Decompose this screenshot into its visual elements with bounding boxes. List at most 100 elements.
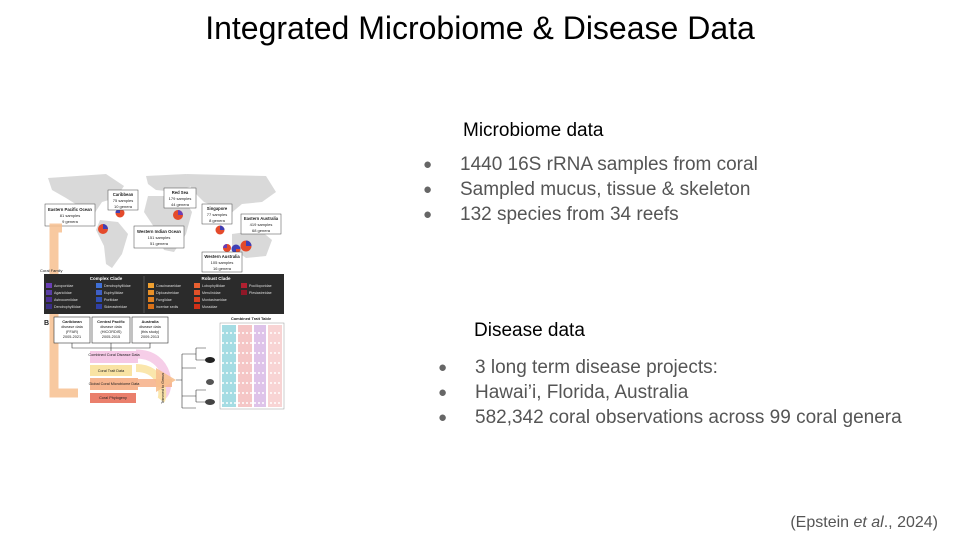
svg-text:Astrocoeniidae: Astrocoeniidae: [54, 298, 78, 302]
svg-text:(this study): (this study): [141, 330, 160, 334]
bullet-dot-icon: ●: [438, 384, 448, 401]
svg-text:44 genera: 44 genera: [171, 202, 190, 207]
svg-text:disease data: disease data: [61, 325, 83, 329]
citation-etal: et al: [853, 514, 884, 531]
svg-text:Plesiastreidae: Plesiastreidae: [249, 291, 272, 295]
bullet-dot-icon: ●: [438, 359, 448, 376]
svg-text:(HICORDIS): (HICORDIS): [100, 330, 122, 334]
microbiome-study-figure: A: [36, 168, 286, 432]
svg-text:419 samples: 419 samples: [250, 222, 273, 227]
svg-text:Agariciidae: Agariciidae: [54, 291, 72, 295]
world-map: Eastern Pacific Ocean 81 samples 9 gener…: [44, 170, 284, 273]
svg-text:Dendrophylliidae: Dendrophylliidae: [54, 305, 81, 309]
svg-text:Global Coral Microbiome Data: Global Coral Microbiome Data: [89, 382, 141, 386]
trait-table-label: Combined Trait Table: [231, 316, 272, 321]
svg-text:Dendrophylliidae: Dendrophylliidae: [104, 284, 131, 288]
label-western-indian: Western Indian Ocean 151 samples 51 gene…: [133, 225, 185, 249]
svg-text:Western Australia: Western Australia: [204, 254, 240, 259]
bullet-dot-icon: ●: [423, 181, 433, 198]
svg-text:9 genera: 9 genera: [62, 219, 79, 224]
disease-bullet-list: ● 3 long term disease projects: ● Hawai’i,…: [438, 355, 908, 430]
svg-text:2005-2015: 2005-2015: [102, 335, 120, 339]
combined-trait-table: [219, 322, 285, 410]
label-eastern-pacific: Eastern Pacific Ocean 81 samples 9 gener…: [44, 203, 96, 227]
svg-text:Coscinaraeidae: Coscinaraeidae: [156, 284, 181, 288]
svg-text:Australia: Australia: [141, 319, 159, 324]
continent-north-america: [48, 174, 124, 214]
citation: (Epstein et al., 2024): [790, 514, 938, 531]
svg-text:Lobophylliidae: Lobophylliidae: [202, 284, 225, 288]
svg-text:Eastern Australia: Eastern Australia: [244, 216, 279, 221]
continent-asia: [186, 174, 276, 214]
panel-b-label: B: [44, 320, 49, 327]
label-eastern-australia: Eastern Australia 419 samples 68 genera: [240, 213, 282, 235]
svg-text:77 samples: 77 samples: [207, 212, 227, 217]
svg-text:Central Pacific: Central Pacific: [97, 319, 126, 324]
svg-text:Acroporidae: Acroporidae: [54, 284, 73, 288]
label-western-australia: Western Australia 105 samples 16 genera: [201, 251, 243, 273]
coral-family-label: Coral Family: [40, 268, 62, 273]
list-item: ● 1440 16S rRNA samples from coral: [423, 154, 758, 175]
svg-text:Fungiidae: Fungiidae: [156, 298, 172, 302]
microbiome-heading: Microbiome data: [463, 120, 604, 141]
bullet-dot-icon: ●: [423, 156, 433, 173]
svg-text:2005-2021: 2005-2021: [63, 335, 81, 339]
svg-text:10 genera: 10 genera: [114, 204, 133, 209]
svg-text:(FFAR): (FFAR): [66, 330, 79, 334]
coral-silhouettes: [205, 357, 215, 405]
pie-singapore: [215, 225, 225, 235]
list-item: ● Sampled mucus, tissue & skeleton: [423, 179, 751, 200]
list-item: ● 3 long term disease projects:: [438, 357, 718, 378]
svg-text:Montastraeidae: Montastraeidae: [202, 298, 227, 302]
svg-text:2009-2013: 2009-2013: [141, 335, 159, 339]
svg-text:Singapore: Singapore: [207, 206, 228, 211]
svg-text:179 samples: 179 samples: [169, 196, 192, 201]
label-singapore: Singapore 77 samples 8 genera: [201, 203, 233, 225]
svg-text:Caribbean: Caribbean: [113, 192, 134, 197]
svg-text:Euphylliidae: Euphylliidae: [104, 291, 123, 295]
svg-text:Pocilloporidae: Pocilloporidae: [249, 284, 272, 288]
svg-text:Poritidae: Poritidae: [104, 298, 118, 302]
disease-heading: Disease data: [474, 320, 585, 341]
bullet-dot-icon: ●: [438, 409, 448, 426]
svg-text:75 samples: 75 samples: [113, 198, 133, 203]
list-item: ● 132 species from 34 reefs: [423, 204, 679, 225]
complex-clade-label: Complex Clade: [90, 276, 123, 281]
svg-text:105 samples: 105 samples: [211, 260, 234, 265]
svg-text:51 genera: 51 genera: [150, 241, 169, 246]
svg-text:Eastern Pacific Ocean: Eastern Pacific Ocean: [48, 207, 92, 212]
svg-text:Coral Phylogeny: Coral Phylogeny: [99, 396, 127, 400]
slide-title: Integrated Microbiome & Disease Data: [205, 10, 755, 46]
svg-text:Caribbean: Caribbean: [62, 319, 82, 324]
microbiome-bullet-list: ● 1440 16S rRNA samples from coral ● Sampl…: [423, 152, 903, 227]
list-item: ● 582,342 coral observations across 99 co…: [438, 407, 902, 428]
svg-text:incertae sedis: incertae sedis: [156, 305, 178, 309]
label-red-sea: Red Sea 179 samples 44 genera: [163, 187, 197, 209]
svg-text:Merulinidae: Merulinidae: [202, 291, 221, 295]
svg-text:Combined Coral Disease Data: Combined Coral Disease Data: [88, 353, 140, 357]
figure-svg: A: [40, 170, 285, 410]
svg-text:151 samples: 151 samples: [148, 235, 171, 240]
data-source-boxes: Caribbean disease data (FFAR) 2005-2021 …: [53, 316, 169, 351]
svg-text:Siderastreidae: Siderastreidae: [104, 305, 127, 309]
list-item: ● Hawai’i, Florida, Australia: [438, 382, 689, 403]
label-caribbean: Caribbean 75 samples 10 genera: [107, 189, 139, 211]
trimmed-to-genus-label: Trimmed to Genus: [161, 373, 165, 404]
continent-europe: [146, 174, 192, 192]
svg-text:Coral Trait Data: Coral Trait Data: [98, 369, 125, 373]
pie-eastern-australia: [231, 240, 252, 254]
svg-text:16 genera: 16 genera: [213, 266, 232, 271]
svg-text:8 genera: 8 genera: [209, 218, 226, 223]
pie-eastern-pacific: [98, 224, 108, 234]
pie-red-sea: [173, 210, 183, 220]
svg-text:Western Indian Ocean: Western Indian Ocean: [137, 229, 181, 234]
svg-text:81 samples: 81 samples: [60, 213, 80, 218]
svg-text:Diploastreidae: Diploastreidae: [156, 291, 179, 295]
bullet-dot-icon: ●: [423, 206, 433, 223]
svg-text:disease data: disease data: [139, 325, 161, 329]
robust-clade-label: Robust Clade: [201, 276, 230, 281]
svg-text:disease data: disease data: [100, 325, 122, 329]
svg-text:68 genera: 68 genera: [252, 228, 271, 233]
phylogeny-tree: [176, 347, 206, 409]
pie-western-australia: [223, 244, 231, 252]
